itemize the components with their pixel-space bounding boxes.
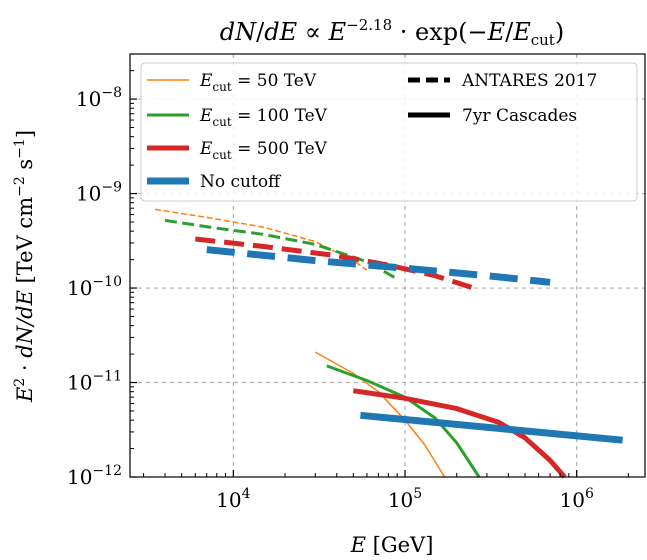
x-tick-label: 104 [216,486,250,512]
y-axis-label: E2 · dN/dE [TeV cm−2 s−1] [12,130,37,403]
y-tick-label: 10−9 [76,180,122,206]
legend-label: Ecut = 500 TeV [199,139,328,162]
series-lines [154,208,623,479]
axes-frame [129,53,646,478]
legend-label: Ecut = 50 TeV [199,71,317,94]
cascades-e-cut-100-tev-line [326,364,481,478]
y-tick-label: 10−10 [67,274,122,300]
antares-no-cutoff-line [206,246,551,286]
x-tick-label: 105 [388,486,422,512]
legend-label: No cutoff [200,172,282,192]
y-tick-label: 10−11 [67,369,122,395]
chart-title: dN/dE ∝ E−2.18 · exp(−E/Ecut) [220,16,564,49]
y-tick-label: 10−8 [76,85,122,111]
legend-label: Ecut = 100 TeV [199,106,328,129]
cascades-e-cut-50-tev-line [314,351,446,478]
x-axis-label: E [GeV] [350,533,434,557]
antares-e-cut-100-tev-line [164,218,398,281]
legend: Ecut = 50 TeV Ecut = 100 TeV Ecut = 500 Te… [140,62,638,202]
legend-label: 7yr Cascades [462,106,577,126]
legend-label: ANTARES 2017 [461,71,597,91]
axis-ticks: 104 105 106 10−12 10−11 10−10 10−9 10−8 [67,70,629,512]
cascades-no-cutoff-line [360,411,623,444]
y-tick-label: 10−12 [67,463,122,489]
cascades-e-cut-500-tev-line [352,388,567,479]
antares-e-cut-500-tev-line [195,236,475,291]
x-tick-label: 106 [559,486,593,512]
